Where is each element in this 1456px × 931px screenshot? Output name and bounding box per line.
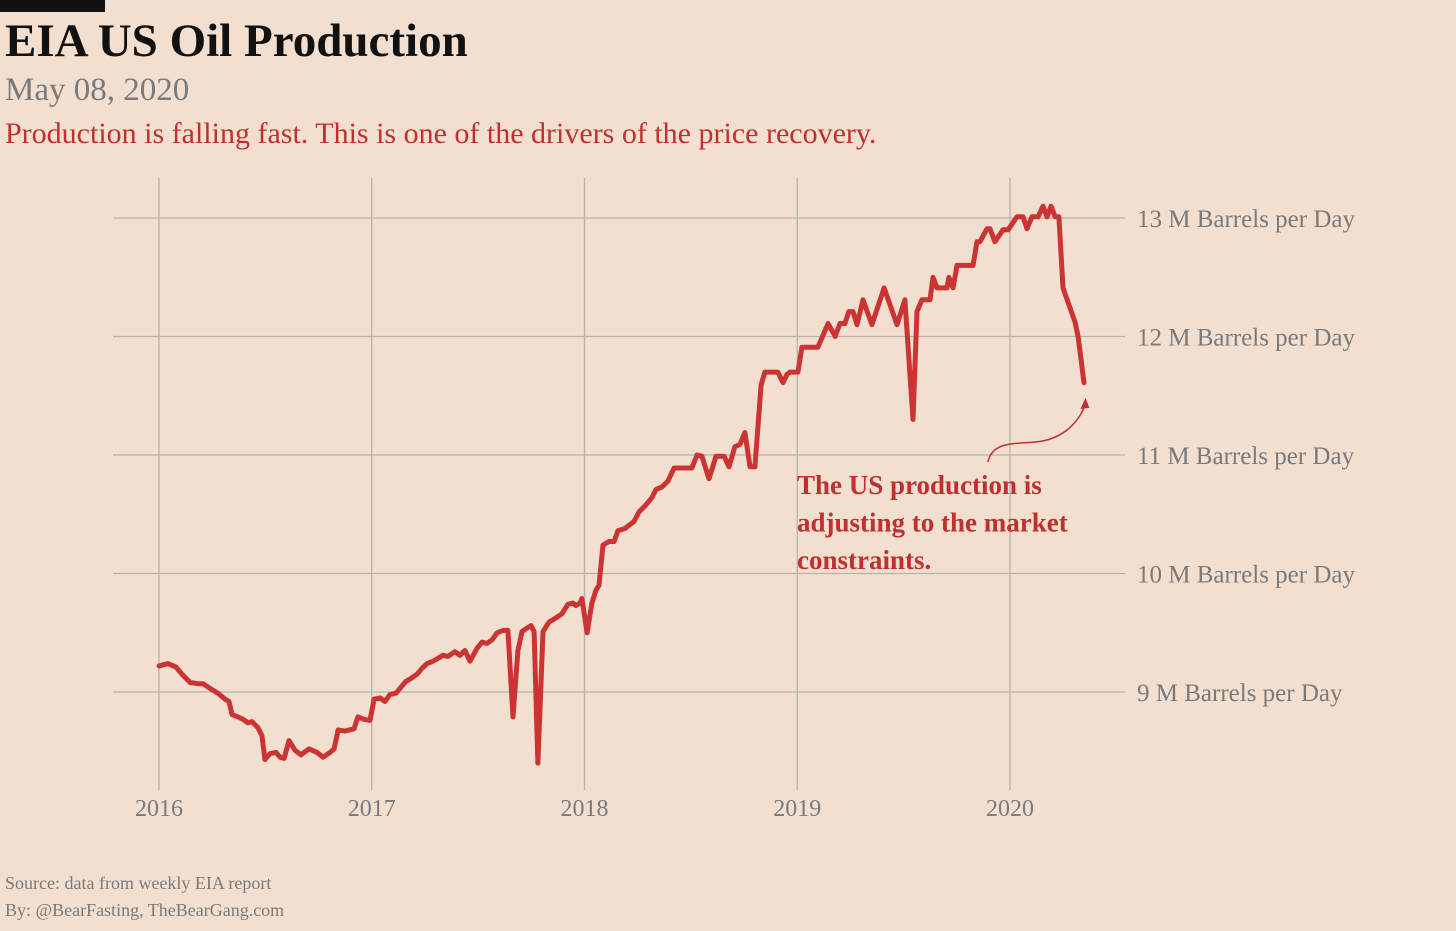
- x-tick-label: 2018: [561, 796, 609, 822]
- top-accent-bar: [0, 0, 105, 12]
- grid-lines: [113, 178, 1125, 790]
- x-tick-label: 2020: [986, 796, 1034, 822]
- y-tick-label: 9 M Barrels per Day: [1137, 680, 1343, 707]
- x-tick-label: 2016: [135, 796, 183, 822]
- footer-byline: By: @BearFasting, TheBearGang.com: [5, 900, 285, 920]
- series-line-us-oil-production: [156, 203, 1087, 766]
- chart-subtitle: Production is falling fast. This is one …: [5, 117, 877, 150]
- annotation-line: adjusting to the market: [797, 508, 1068, 538]
- annotation-line: The US production is: [797, 470, 1042, 500]
- y-tick-label: 12 M Barrels per Day: [1137, 325, 1355, 352]
- annotation-arrowhead: [1080, 397, 1090, 409]
- annotation-text: The US production is adjusting to the mar…: [797, 470, 1068, 575]
- y-axis-labels: 9 M Barrels per Day 10 M Barrels per Day 1…: [1137, 206, 1355, 707]
- chart-title: EIA US Oil Production: [5, 15, 468, 67]
- y-tick-label: 11 M Barrels per Day: [1137, 443, 1355, 470]
- x-axis-labels: 2016 2017 2018 2019 2020: [135, 796, 1034, 822]
- annotation-arrow: [987, 403, 1087, 463]
- y-tick-label: 10 M Barrels per Day: [1137, 562, 1355, 589]
- x-tick-label: 2019: [773, 796, 821, 822]
- footer-source: Source: data from weekly EIA report: [5, 873, 272, 893]
- y-tick-label: 13 M Barrels per Day: [1137, 206, 1355, 233]
- x-tick-label: 2017: [348, 796, 396, 822]
- chart-date: May 08, 2020: [5, 72, 190, 108]
- annotation-line: constraints.: [797, 545, 931, 575]
